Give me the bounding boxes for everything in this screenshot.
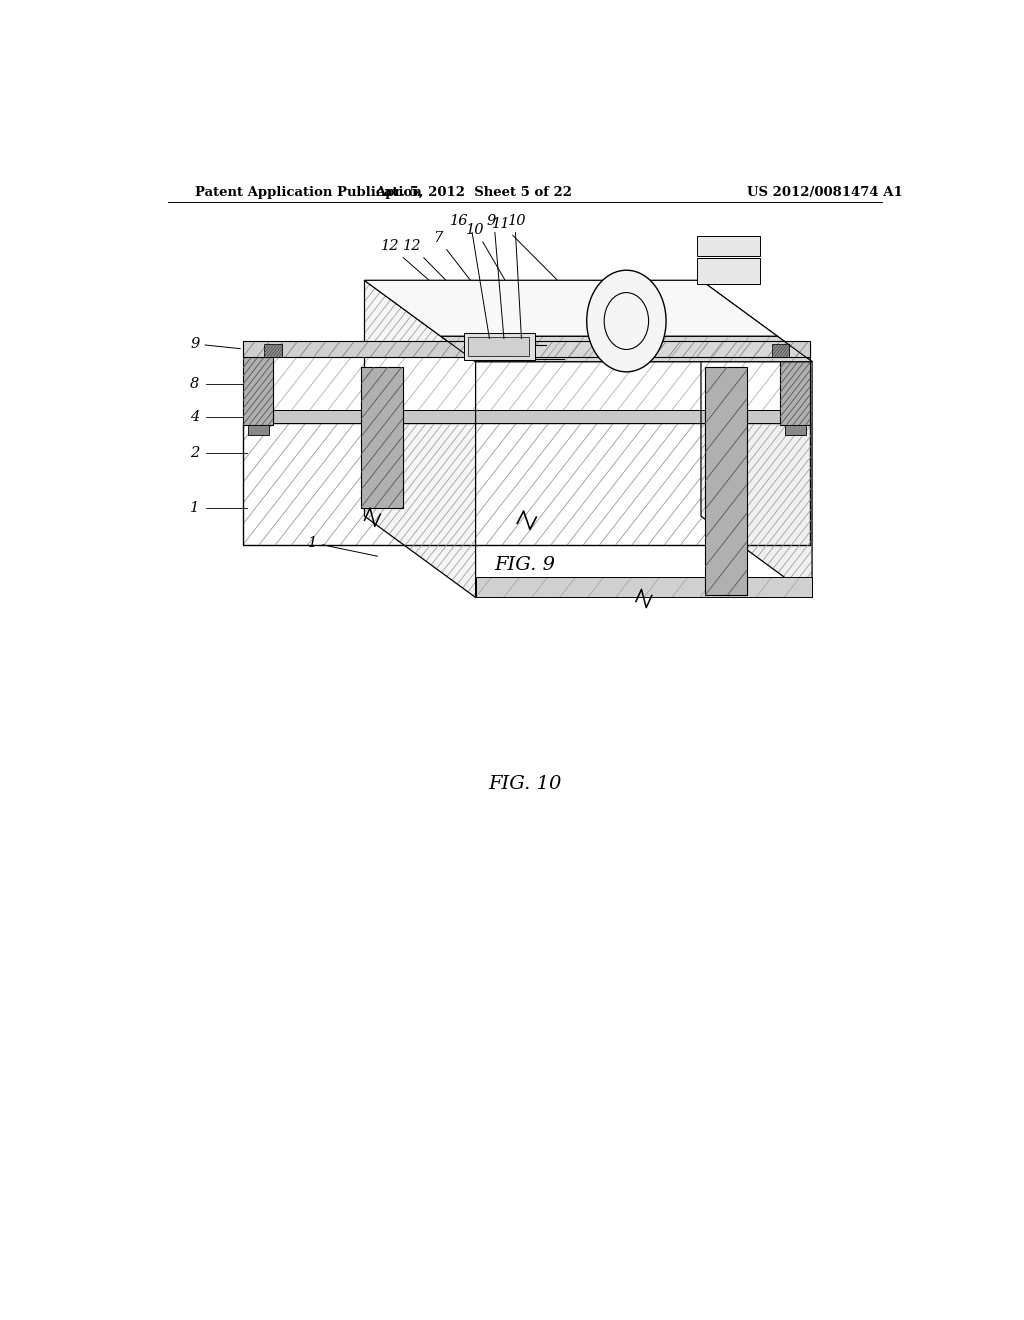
Polygon shape bbox=[441, 337, 812, 362]
Polygon shape bbox=[697, 257, 761, 284]
Polygon shape bbox=[475, 577, 812, 598]
Polygon shape bbox=[476, 345, 494, 356]
Bar bbox=[243, 422, 811, 545]
Text: 12: 12 bbox=[381, 239, 499, 342]
Polygon shape bbox=[264, 345, 282, 356]
Text: 1: 1 bbox=[190, 502, 200, 515]
Bar bbox=[248, 425, 268, 434]
Text: 11: 11 bbox=[492, 216, 625, 347]
Bar bbox=[243, 411, 811, 422]
Polygon shape bbox=[468, 338, 528, 355]
Polygon shape bbox=[697, 236, 761, 256]
Polygon shape bbox=[360, 367, 402, 508]
Bar bbox=[273, 356, 780, 411]
Circle shape bbox=[587, 271, 666, 372]
Text: 9: 9 bbox=[190, 337, 241, 351]
Text: 4: 4 bbox=[190, 409, 200, 424]
Text: Apr. 5, 2012  Sheet 5 of 22: Apr. 5, 2012 Sheet 5 of 22 bbox=[375, 186, 571, 199]
Polygon shape bbox=[772, 345, 790, 356]
Bar bbox=[243, 342, 811, 356]
Bar bbox=[784, 425, 806, 434]
Polygon shape bbox=[780, 343, 811, 425]
Bar bbox=[243, 342, 811, 356]
Text: 12: 12 bbox=[402, 239, 521, 356]
Text: 8: 8 bbox=[190, 376, 200, 391]
Polygon shape bbox=[365, 280, 475, 598]
Bar bbox=[243, 422, 811, 545]
Text: 9: 9 bbox=[518, 343, 541, 356]
Polygon shape bbox=[365, 280, 777, 337]
Polygon shape bbox=[701, 280, 812, 598]
Text: 2: 2 bbox=[190, 446, 200, 461]
Polygon shape bbox=[497, 345, 514, 356]
Text: FIG. 9: FIG. 9 bbox=[495, 556, 555, 574]
Bar bbox=[273, 356, 780, 411]
Text: FIG. 10: FIG. 10 bbox=[488, 775, 561, 792]
Text: 16: 16 bbox=[451, 214, 469, 228]
Text: 9: 9 bbox=[486, 214, 496, 228]
Text: 10: 10 bbox=[466, 223, 550, 356]
Text: 7: 7 bbox=[433, 231, 515, 338]
Text: Patent Application Publication: Patent Application Publication bbox=[196, 186, 422, 199]
Polygon shape bbox=[243, 343, 273, 425]
Text: 1: 1 bbox=[307, 536, 378, 556]
Text: 10: 10 bbox=[508, 214, 526, 228]
Polygon shape bbox=[464, 333, 536, 359]
Polygon shape bbox=[705, 367, 748, 595]
Polygon shape bbox=[365, 280, 812, 362]
Text: US 2012/0081474 A1: US 2012/0081474 A1 bbox=[748, 186, 903, 199]
